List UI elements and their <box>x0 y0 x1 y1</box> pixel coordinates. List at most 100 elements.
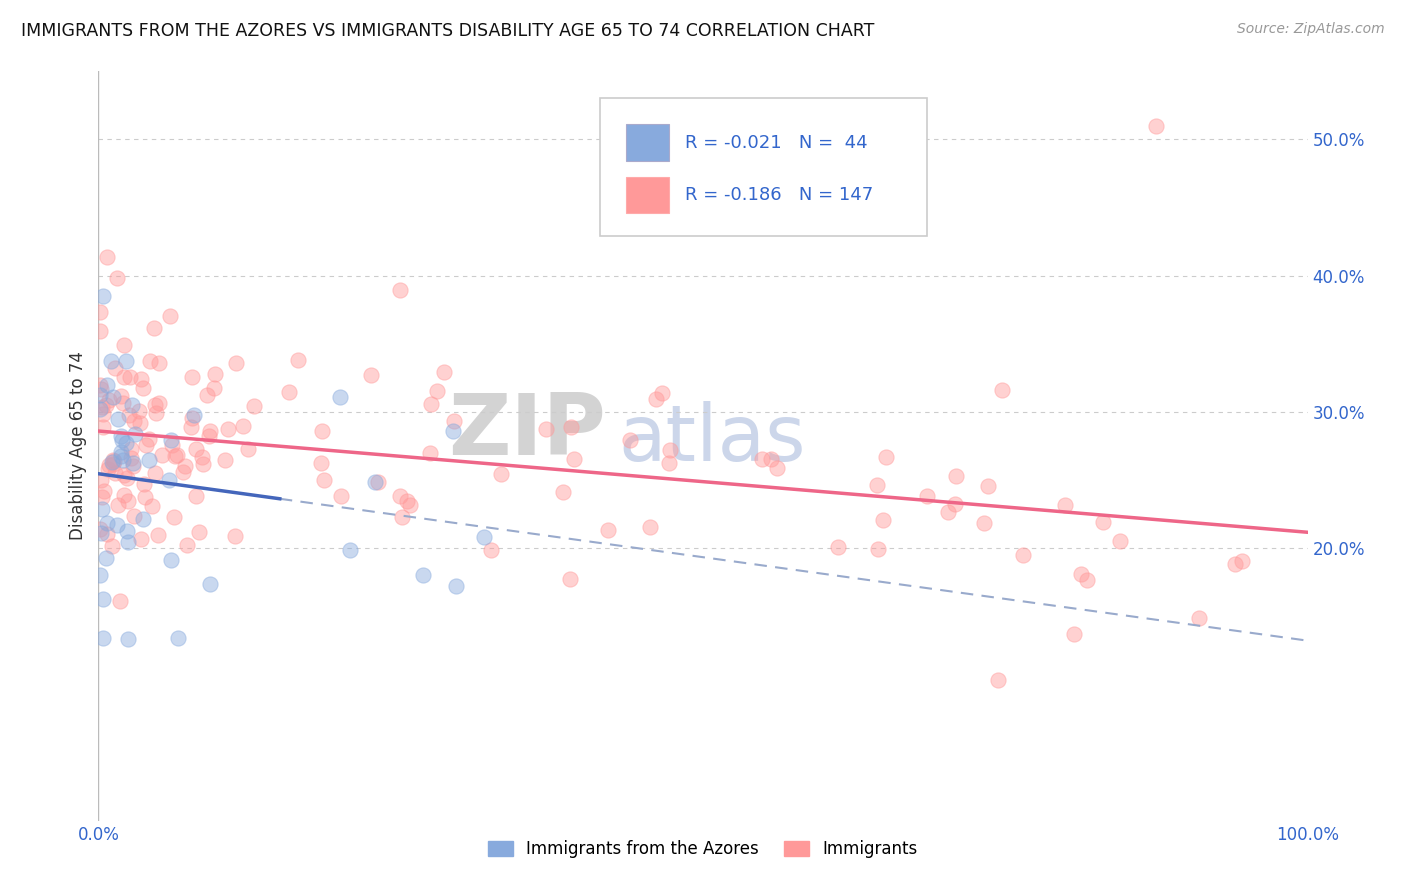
Point <box>129 371 152 385</box>
Point <box>112 370 135 384</box>
Text: atlas: atlas <box>619 401 806 476</box>
Point <box>145 406 167 420</box>
Point <box>160 438 183 452</box>
Point <box>111 452 134 467</box>
Point <box>242 399 264 413</box>
Point <box>287 352 309 367</box>
Point <box>148 396 170 410</box>
Point <box>391 509 413 524</box>
Point <box>110 449 132 463</box>
Point <box>1230 554 1253 568</box>
Point <box>91 289 114 303</box>
Point <box>1109 534 1132 549</box>
Point <box>117 494 139 508</box>
Text: ZIP: ZIP <box>449 390 606 473</box>
Point <box>645 392 668 407</box>
Point <box>314 473 336 487</box>
Point <box>103 454 125 468</box>
Point <box>132 512 155 526</box>
Point <box>122 456 145 470</box>
Point <box>89 568 111 582</box>
Point <box>389 283 412 297</box>
Point <box>166 448 188 462</box>
Point <box>872 513 894 527</box>
Point <box>121 398 143 412</box>
Point <box>91 419 114 434</box>
Point <box>90 382 112 396</box>
Point <box>991 383 1014 397</box>
Point <box>101 539 124 553</box>
Point <box>180 419 202 434</box>
Point <box>225 356 247 370</box>
Point <box>112 488 135 502</box>
Point <box>598 523 620 537</box>
Point <box>112 396 135 410</box>
Point <box>224 528 246 542</box>
Point <box>111 433 134 447</box>
Point <box>157 473 180 487</box>
Point <box>94 551 117 566</box>
Text: R = -0.021   N =  44: R = -0.021 N = 44 <box>685 134 868 152</box>
Point <box>145 398 167 412</box>
Point <box>1146 119 1168 133</box>
Point <box>148 528 170 542</box>
Point <box>329 390 352 404</box>
Point <box>173 458 195 473</box>
Point <box>101 390 124 404</box>
Point <box>129 533 152 547</box>
Point <box>122 509 145 524</box>
Point <box>181 369 204 384</box>
Point <box>360 368 382 382</box>
Legend: Immigrants from the Azores, Immigrants: Immigrants from the Azores, Immigrants <box>481 833 925 864</box>
Point <box>204 367 226 381</box>
Point <box>489 467 512 482</box>
Point <box>232 418 254 433</box>
Point <box>433 365 456 379</box>
Point <box>96 527 118 541</box>
Point <box>107 498 129 512</box>
Point <box>183 408 205 422</box>
Point <box>138 452 160 467</box>
Point <box>142 321 165 335</box>
Point <box>1063 627 1085 641</box>
Point <box>278 384 301 399</box>
Point <box>751 452 773 467</box>
Point <box>198 577 221 591</box>
Point <box>186 489 208 503</box>
Point <box>560 420 582 434</box>
Point <box>987 673 1010 688</box>
Point <box>339 542 361 557</box>
Point <box>91 631 114 645</box>
Point <box>1225 558 1247 572</box>
Point <box>93 407 115 421</box>
Point <box>129 417 152 431</box>
Point <box>94 398 117 412</box>
Point <box>419 397 441 411</box>
Point <box>117 408 139 422</box>
Y-axis label: Disability Age 65 to 74: Disability Age 65 to 74 <box>69 351 87 541</box>
Point <box>195 388 218 402</box>
Point <box>398 498 420 512</box>
Point <box>184 442 207 456</box>
Point <box>766 460 789 475</box>
Point <box>875 450 897 465</box>
Point <box>141 499 163 513</box>
Point <box>198 428 221 442</box>
Point <box>110 388 132 402</box>
Point <box>128 403 150 417</box>
Point <box>172 465 194 479</box>
Point <box>945 469 967 483</box>
Point <box>472 530 495 544</box>
Point <box>97 462 120 476</box>
Point <box>132 476 155 491</box>
Point <box>134 490 156 504</box>
Point <box>90 473 112 487</box>
Point <box>217 422 239 436</box>
Point <box>110 429 132 443</box>
Point <box>96 250 118 264</box>
Point <box>1188 611 1211 625</box>
FancyBboxPatch shape <box>626 177 669 213</box>
Point <box>89 522 111 536</box>
Point <box>367 475 389 489</box>
Point <box>93 592 115 607</box>
